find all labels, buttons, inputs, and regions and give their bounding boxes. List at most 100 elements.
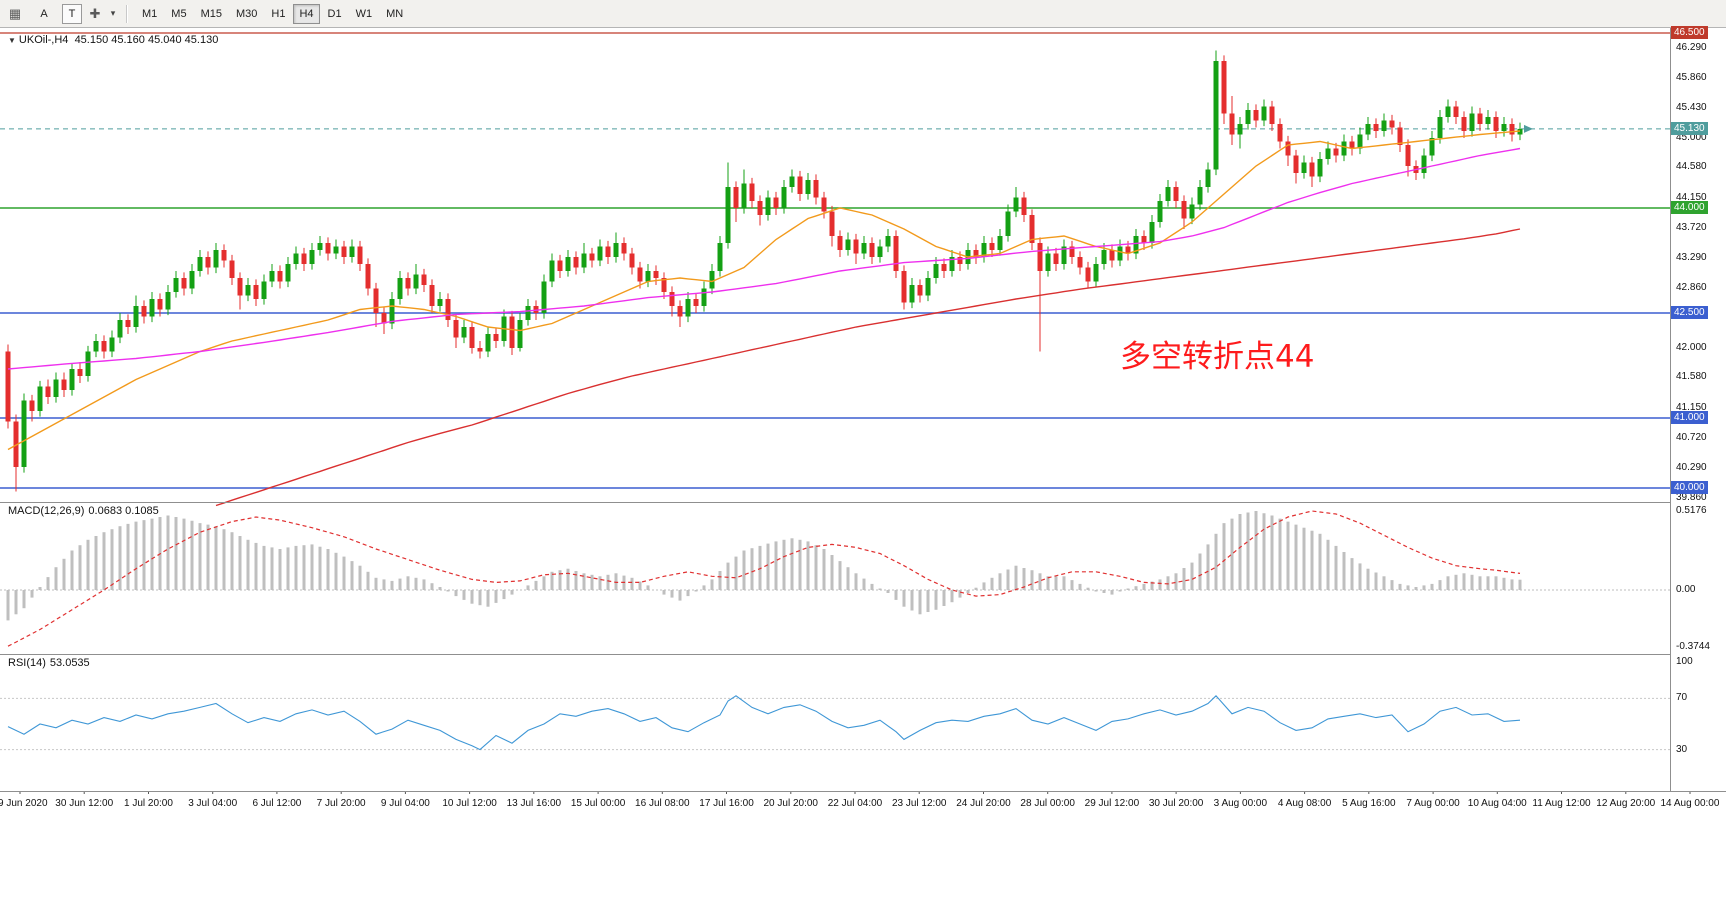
price-tick-label: 42.860 [1676,282,1707,293]
price-tick-label: 42.000 [1676,342,1707,353]
rsi-axis-label: 70 [1676,692,1688,703]
timeframe-button-d1[interactable]: D1 [322,4,348,24]
macd-axis-label: 0.5176 [1676,505,1707,516]
time-tick-label: 13 Jul 16:00 [506,798,562,809]
moving-averages-layer [7,130,1521,507]
time-tick-label: 4 Aug 08:00 [1277,798,1332,809]
price-tick-label: 45.860 [1676,72,1707,83]
timeframe-button-mn[interactable]: MN [380,4,409,24]
timeframe-button-m30[interactable]: M30 [230,4,263,24]
rsi-timeaxis-splitter[interactable] [0,791,1726,792]
toolbar: ▦ A T ✚ ▾ M1 M5 M15 M30 H1 H4 D1 W1 MN [0,0,1726,28]
rsi-values-text: 53.0535 [49,657,90,669]
chart-symbol-ohlc-label: ▼ UKOil-,H4 45.150 45.160 45.040 45.130 [8,34,218,46]
macd-values-text: 0.0683 0.1085 [88,505,159,517]
price-tick-label: 40.720 [1676,432,1707,443]
level-price-label: 42.500 [1671,306,1708,319]
level-lines-layer [0,32,1670,489]
timeframe-button-w1[interactable]: W1 [350,4,379,24]
indicators-layer [0,510,1670,751]
main-macd-splitter[interactable] [0,502,1726,503]
time-tick-label: 16 Jul 08:00 [635,798,690,809]
price-tick-label: 41.150 [1676,402,1707,413]
toolbar-tools-group: ▦ A T ✚ ▾ [4,3,118,25]
time-tick-label: 7 Aug 00:00 [1406,798,1460,809]
macd-label: MACD(12,26,9) 0.0683 0.1085 [8,505,159,517]
time-tick-label: 5 Aug 16:00 [1342,798,1396,809]
rsi-axis-label: 100 [1676,656,1693,667]
time-tick-label: 6 Jul 12:00 [252,798,302,809]
ma-mid-magenta [7,147,1521,370]
timeframe-button-m1[interactable]: M1 [136,4,163,24]
current-price-arrow [1524,124,1533,133]
time-tick-label: 12 Aug 20:00 [1596,798,1656,809]
time-tick-label: 28 Jul 00:00 [1020,798,1075,809]
candles-layer [5,50,1533,492]
text-tool-button[interactable]: T [62,3,82,24]
time-tick-label: 1 Jul 20:00 [123,798,173,809]
price-tick-label: 43.290 [1676,252,1707,263]
timeframe-button-h4[interactable]: H4 [293,3,320,24]
time-tick-label: 15 Jul 00:00 [570,798,626,809]
ma-fast-orange [7,130,1521,451]
time-axis[interactable]: 29 Jun 2020 30 Jun 12:00 1 Jul 20:00 3 Jul … [0,794,1726,820]
time-tick-label: 23 Jul 12:00 [891,798,947,809]
macd-rsi-splitter[interactable] [0,654,1726,655]
timeframe-button-m15[interactable]: M15 [195,4,228,24]
symbol-marker-icon: ▼ [8,36,16,45]
rsi-line [7,695,1521,751]
crosshair-tool-icon[interactable]: ✚ [89,5,101,21]
time-tick-label: 14 Aug 00:00 [1660,798,1720,809]
price-tick-label: 45.000 [1676,132,1707,143]
ma-slow-red [215,228,1521,507]
macd-axis-label: -0.3744 [1676,641,1710,652]
price-axis[interactable]: 46.290 45.860 45.430 45.000 44.580 44.150 43.7… [1671,26,1726,791]
time-tick-label: 7 Jul 20:00 [316,798,366,809]
time-tick-label: 10 Jul 12:00 [442,798,497,809]
timeframe-button-h1[interactable]: H1 [265,4,291,24]
level-price-label: 40.000 [1671,481,1708,494]
price-axis-border [1670,28,1671,791]
time-tick-label: 20 Jul 20:00 [763,798,819,809]
price-tick-label: 39.860 [1676,492,1707,503]
time-tick-label: 29 Jun 2020 [0,798,48,809]
rsi-label: RSI(14) 53.0535 [8,657,90,669]
price-tick-label: 46.290 [1676,42,1707,53]
time-tick-label: 10 Aug 04:00 [1467,798,1527,809]
chevron-down-icon[interactable]: ▾ [110,8,116,18]
macd-axis-label: 0.00 [1676,584,1696,595]
price-tick-label: 44.150 [1676,192,1707,203]
time-tick-label: 9 Jul 04:00 [380,798,430,809]
time-tick-label: 17 Jul 16:00 [699,798,754,809]
macd-name-text: MACD(12,26,9) [8,505,85,517]
time-tick-label: 3 Aug 00:00 [1213,798,1268,809]
price-tick-label: 40.290 [1676,462,1707,473]
level-price-label: 41.000 [1671,411,1708,424]
windows-grid-icon[interactable]: ▦ [8,5,22,21]
timeframe-group: M1 M5 M15 M30 H1 H4 D1 W1 MN [136,3,409,24]
rsi-name-text: RSI(14) [8,657,46,669]
chart-window[interactable]: ▼ UKOil-,H4 45.150 45.160 45.040 45.130 多… [0,26,1726,898]
time-tick-label: 30 Jul 20:00 [1148,798,1204,809]
current-price-label: 45.130 [1671,122,1708,135]
time-tick-label: 29 Jul 12:00 [1084,798,1140,809]
chart-canvas[interactable] [0,28,1726,898]
chart-annotation-text: 多空转折点44 [1120,339,1315,375]
time-tick-label: 30 Jun 12:00 [55,798,114,809]
price-tick-label: 45.430 [1676,102,1707,113]
macd-signal-line [7,510,1521,647]
level-price-label: 46.500 [1671,26,1708,39]
level-price-label: 44.000 [1671,201,1708,214]
rsi-axis-label: 30 [1676,744,1688,755]
price-tick-label: 43.720 [1676,222,1707,233]
symbol-period-text: UKOil-,H4 [18,34,69,46]
timeframe-button-m5[interactable]: M5 [165,4,192,24]
price-tick-label: 41.580 [1676,371,1707,382]
price-tick-label: 44.580 [1676,161,1707,172]
toolbar-separator [126,4,128,23]
cursor-tool-button[interactable]: A [40,7,48,20]
time-tick-label: 3 Jul 04:00 [188,798,238,809]
time-tick-label: 22 Jul 04:00 [827,798,883,809]
time-tick-label: 24 Jul 20:00 [956,798,1011,809]
